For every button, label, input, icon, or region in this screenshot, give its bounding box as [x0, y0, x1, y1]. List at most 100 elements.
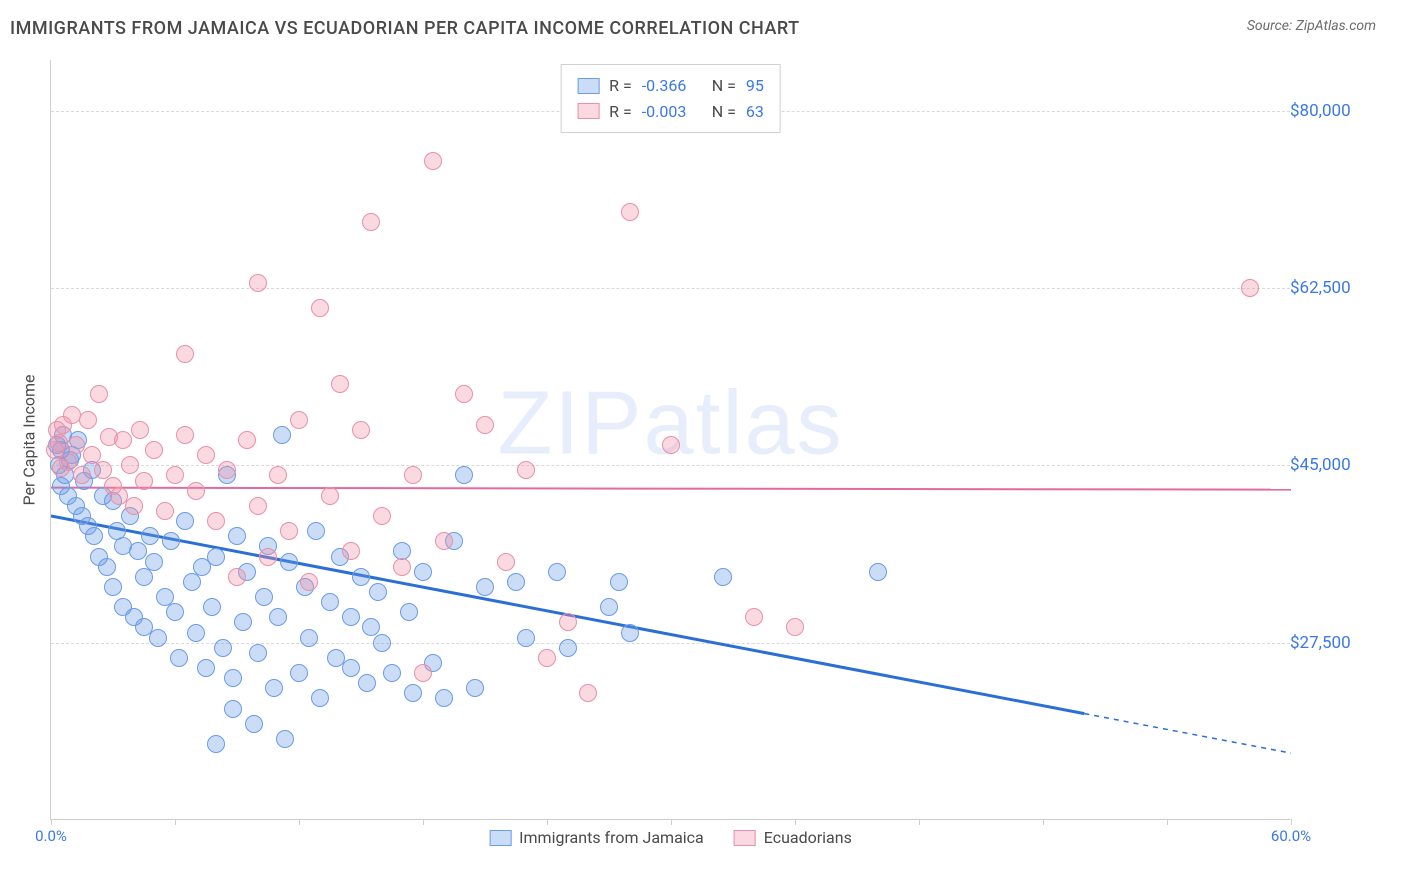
legend-swatch — [489, 830, 511, 846]
data-point — [621, 203, 639, 221]
legend-r-value: -0.003 — [642, 99, 702, 125]
plot-area: ZIPatlas Per Capita Income 0.0%60.0%R =-… — [50, 60, 1290, 820]
series-legend-item: Immigrants from Jamaica — [489, 828, 704, 847]
data-point — [129, 542, 147, 560]
data-point — [455, 385, 473, 403]
data-point — [342, 608, 360, 626]
legend-swatch — [577, 78, 599, 94]
data-point — [559, 639, 577, 657]
data-point — [476, 578, 494, 596]
y-tick-label: $62,500 — [1290, 278, 1351, 298]
data-point — [400, 603, 418, 621]
data-point — [104, 578, 122, 596]
data-point — [311, 299, 329, 317]
legend-r-label: R = — [609, 73, 632, 99]
data-point — [249, 497, 267, 515]
data-point — [497, 553, 515, 571]
data-point — [321, 593, 339, 611]
data-point — [714, 568, 732, 586]
legend-swatch — [577, 103, 599, 119]
data-point — [176, 426, 194, 444]
data-point — [362, 213, 380, 231]
header-row: IMMIGRANTS FROM JAMAICA VS ECUADORIAN PE… — [0, 0, 1406, 39]
data-point — [455, 466, 473, 484]
data-point — [135, 568, 153, 586]
data-point — [538, 649, 556, 667]
x-tick-label: 60.0% — [1271, 827, 1311, 845]
data-point — [176, 345, 194, 363]
data-point — [466, 679, 484, 697]
data-point — [156, 502, 174, 520]
data-point — [265, 679, 283, 697]
x-tick — [423, 819, 424, 825]
data-point — [79, 411, 97, 429]
data-point — [121, 456, 139, 474]
data-point — [197, 659, 215, 677]
data-point — [85, 527, 103, 545]
y-axis-label: Per Capita Income — [20, 374, 39, 505]
watermark: ZIPatlas — [497, 373, 843, 476]
legend-r-label: R = — [609, 99, 632, 125]
data-point — [245, 715, 263, 733]
data-point — [869, 563, 887, 581]
data-point — [197, 446, 215, 464]
data-point — [170, 649, 188, 667]
x-tick — [175, 819, 176, 825]
data-point — [404, 466, 422, 484]
data-point — [300, 573, 318, 591]
data-point — [507, 573, 525, 591]
series-legend-label: Ecuadorians — [764, 828, 852, 847]
series-legend-label: Immigrants from Jamaica — [519, 828, 704, 847]
x-tick — [919, 819, 920, 825]
series-legend-item: Ecuadorians — [734, 828, 852, 847]
data-point — [435, 689, 453, 707]
data-point — [383, 664, 401, 682]
data-point — [610, 573, 628, 591]
data-point — [517, 629, 535, 647]
y-tick-label: $80,000 — [1290, 101, 1351, 121]
data-point — [187, 482, 205, 500]
x-tick-label: 0.0% — [35, 827, 67, 845]
data-point — [745, 608, 763, 626]
data-point — [393, 558, 411, 576]
x-tick — [1043, 819, 1044, 825]
data-point — [90, 385, 108, 403]
data-point — [259, 548, 277, 566]
plot-wrap: ZIPatlas Per Capita Income 0.0%60.0%R =-… — [50, 60, 1380, 820]
chart-title: IMMIGRANTS FROM JAMAICA VS ECUADORIAN PE… — [10, 18, 800, 39]
data-point — [373, 507, 391, 525]
gridline — [51, 288, 1290, 289]
data-point — [145, 553, 163, 571]
legend-swatch — [734, 830, 756, 846]
data-point — [228, 527, 246, 545]
data-point — [342, 659, 360, 677]
data-point — [145, 441, 163, 459]
x-tick — [299, 819, 300, 825]
data-point — [98, 558, 116, 576]
watermark-bold: ZIP — [497, 374, 643, 474]
data-point — [234, 613, 252, 631]
data-point — [662, 436, 680, 454]
data-point — [307, 522, 325, 540]
correlation-legend: R =-0.366N =95R =-0.003N =63 — [560, 64, 781, 133]
y-tick-label: $27,500 — [1290, 633, 1351, 653]
data-point — [269, 608, 287, 626]
correlation-legend-row: R =-0.366N =95 — [577, 73, 764, 99]
data-point — [276, 730, 294, 748]
data-point — [166, 466, 184, 484]
data-point — [63, 406, 81, 424]
data-point — [786, 618, 804, 636]
data-point — [255, 588, 273, 606]
data-point — [224, 669, 242, 687]
data-point — [290, 411, 308, 429]
data-point — [59, 453, 77, 471]
data-point — [435, 532, 453, 550]
data-point — [414, 664, 432, 682]
watermark-thin: atlas — [643, 374, 843, 474]
data-point — [476, 416, 494, 434]
trend-line — [51, 488, 1291, 490]
data-point — [207, 512, 225, 530]
data-point — [214, 639, 232, 657]
data-point — [300, 629, 318, 647]
data-point — [224, 700, 242, 718]
